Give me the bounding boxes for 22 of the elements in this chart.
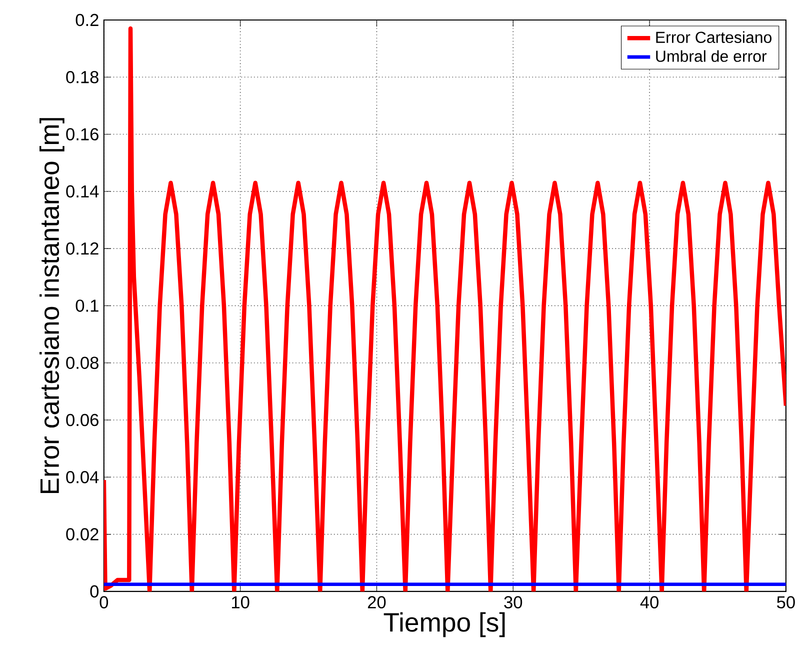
y-tick-label: 0.06 <box>66 414 98 426</box>
legend-label: Umbral de error <box>656 50 767 62</box>
x-tick-label: 0 <box>100 596 108 608</box>
y-tick-label: 0.04 <box>66 470 99 484</box>
y-tick-label: 0.16 <box>66 128 98 140</box>
y-tick-label: 0.18 <box>66 70 98 84</box>
x-tick-label: 40 <box>640 596 658 608</box>
x-tick-label: 30 <box>504 596 522 608</box>
y-tick-label: 0 <box>90 585 99 598</box>
x-tick-label: 10 <box>232 596 250 608</box>
line-series <box>104 26 786 592</box>
y-tick-label: 0.1 <box>76 299 98 312</box>
y-tick-label: 0.14 <box>66 185 99 198</box>
legend-label: Error Cartesiano <box>656 31 772 43</box>
y-tick-label: 0.12 <box>66 242 98 255</box>
y-tick-label: 0.08 <box>66 356 98 369</box>
x-tick-label: 50 <box>776 596 795 608</box>
y-tick-label: 0.2 <box>76 14 98 26</box>
x-tick-label: 20 <box>368 596 386 608</box>
x-axis-title: Tiempo [s] <box>384 612 505 637</box>
y-axis-title: Error cartesiano instantaneo [m] <box>40 118 64 493</box>
y-tick-label: 0.02 <box>66 528 98 540</box>
